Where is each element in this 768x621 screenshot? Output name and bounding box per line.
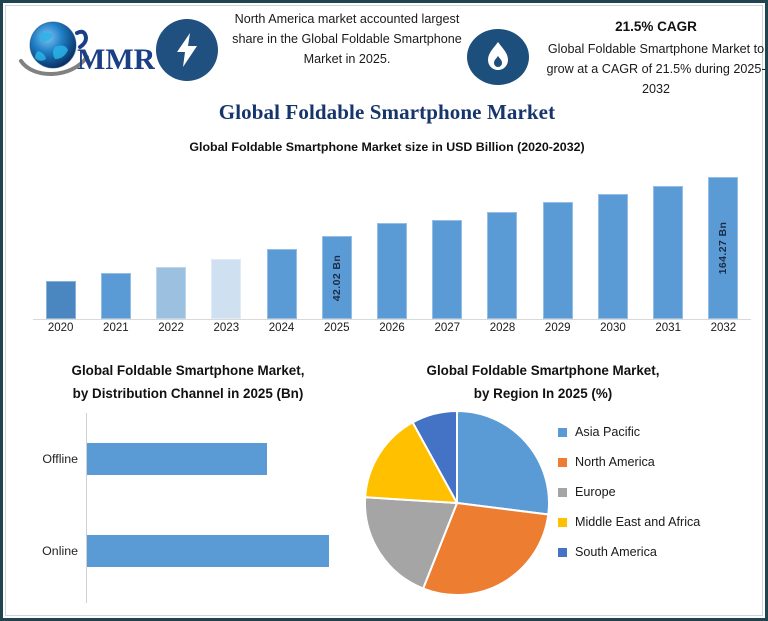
x-tick-2032: 2032	[710, 322, 737, 334]
pie-slice-south-america	[411, 409, 458, 504]
bar-2025: 42.02 Bn	[321, 236, 352, 319]
pie-title-line1: Global Foldable Smartphone Market,	[426, 363, 660, 378]
bar-plot-area: 42.02 Bn 164.27 Bn	[33, 162, 751, 320]
cagr-headline: 21.5% CAGR	[615, 19, 697, 34]
x-tick-2024: 2024	[268, 322, 295, 334]
bar-slot	[641, 169, 696, 319]
x-tick-2028: 2028	[489, 322, 516, 334]
x-tick-2020: 2020	[47, 322, 74, 334]
hbar-category-label-online: Online	[42, 544, 78, 558]
header-right-note: Global Foldable Smartphone Market to gro…	[546, 42, 766, 96]
pie-title-line2: by Region In 2025 (%)	[473, 386, 613, 401]
region-pie-chart: Global Foldable Smartphone Market, by Re…	[363, 355, 768, 617]
bar-slot	[199, 169, 254, 319]
bar-slot	[420, 169, 475, 319]
legend-label: Europe	[575, 485, 616, 499]
legend-item-asia-pacific: Asia Pacific	[558, 417, 768, 447]
bar-value-label-2025: 42.02 Bn	[330, 254, 343, 301]
lightning-bolt-icon	[156, 19, 218, 81]
bar-2023	[211, 259, 242, 319]
pie-slice-europe	[364, 496, 459, 590]
x-tick-2030: 2030	[600, 322, 626, 334]
x-tick-2025: 2025	[323, 322, 350, 334]
x-tick-2026: 2026	[379, 322, 405, 334]
pie-slice-asia-pacific	[456, 409, 550, 516]
hbar-row-online: Online	[42, 535, 329, 567]
bar-2022	[156, 267, 187, 319]
bar-slot	[254, 169, 309, 319]
hbar-title-line1: Global Foldable Smartphone Market,	[71, 363, 305, 378]
legend-label: Middle East and Africa	[575, 515, 701, 529]
x-tick-2021: 2021	[103, 322, 129, 334]
hbar-chart-title: Global Foldable Smartphone Market, by Di…	[7, 359, 369, 405]
x-tick-2027: 2027	[434, 322, 461, 334]
x-axis-line	[33, 319, 751, 320]
bar-value-label-2032: 164.27 Bn	[717, 221, 730, 275]
bar-slot	[143, 169, 198, 319]
hbar-row-offline: Offline	[42, 443, 267, 475]
bar-chart-title: Global Foldable Smartphone Market size i…	[189, 140, 585, 154]
header: MMR North America market accounted large…	[3, 3, 768, 99]
y-axis-line	[86, 413, 87, 603]
hbar-category-label-offline: Offline	[42, 452, 78, 466]
bar-2027	[432, 220, 463, 319]
hbar-plot-area: Offline Online	[42, 413, 346, 603]
legend-swatch-icon	[558, 487, 567, 497]
bar-2026	[377, 223, 408, 319]
x-axis-labels: 2020 2021 2022 2023 2024 2025 2026 2027 2028 2029…	[33, 322, 751, 346]
bar-2020	[45, 281, 76, 319]
bar-2031	[653, 186, 684, 319]
bar-slot	[530, 169, 585, 319]
page-title: Global Foldable Smartphone Market	[218, 100, 556, 124]
pie-legend: Asia Pacific North America Europe Middle Ea…	[558, 417, 768, 567]
bar-2028	[487, 212, 518, 319]
bar-slot: 42.02 Bn	[309, 169, 364, 319]
bar-slot	[33, 169, 88, 319]
market-size-bar-chart: Global Foldable Smartphone Market size i…	[3, 140, 768, 350]
distribution-channel-chart: Global Foldable Smartphone Market, by Di…	[3, 355, 375, 617]
x-tick-2031: 2031	[655, 322, 681, 334]
pie-chart-title: Global Foldable Smartphone Market, by Re…	[363, 359, 723, 405]
legend-swatch-icon	[558, 427, 567, 437]
legend-swatch-icon	[558, 517, 567, 527]
bar-2032: 164.27 Bn	[708, 177, 739, 319]
legend-item-middle-east-and-africa: Middle East and Africa	[558, 507, 768, 537]
legend-item-europe: Europe	[558, 477, 768, 507]
pie-slice-middle-east-and-africa	[364, 421, 459, 505]
header-left-note: North America market accounted largest s…	[232, 12, 462, 66]
pie-graphic	[361, 407, 553, 599]
bar-series: 42.02 Bn 164.27 Bn	[33, 169, 751, 319]
hbar-offline	[87, 443, 267, 475]
hbar-title-line2: by Distribution Channel in 2025 (Bn)	[72, 386, 304, 401]
bar-slot: 164.27 Bn	[696, 169, 751, 319]
bar-2024	[266, 249, 297, 319]
pie-slice-north-america	[421, 501, 550, 596]
legend-item-north-america: North America	[558, 447, 768, 477]
logo-text: MMR	[77, 43, 155, 76]
bar-2021	[100, 273, 131, 319]
bar-2030	[597, 194, 628, 319]
x-tick-2023: 2023	[213, 322, 240, 334]
legend-item-south-america: South America	[558, 537, 768, 567]
flame-icon	[467, 29, 529, 85]
legend-label: North America	[575, 455, 655, 469]
legend-swatch-icon	[558, 457, 567, 467]
bar-slot	[585, 169, 640, 319]
mmr-logo: MMR	[15, 17, 155, 87]
legend-label: Asia Pacific	[575, 425, 641, 439]
bar-slot	[364, 169, 419, 319]
legend-label: South America	[575, 545, 657, 559]
bar-slot	[88, 169, 143, 319]
bar-slot	[475, 169, 530, 319]
hbar-online	[87, 535, 329, 567]
legend-swatch-icon	[558, 547, 567, 557]
x-tick-2022: 2022	[158, 322, 184, 334]
bar-2029	[542, 202, 573, 319]
x-tick-2029: 2029	[544, 322, 571, 334]
